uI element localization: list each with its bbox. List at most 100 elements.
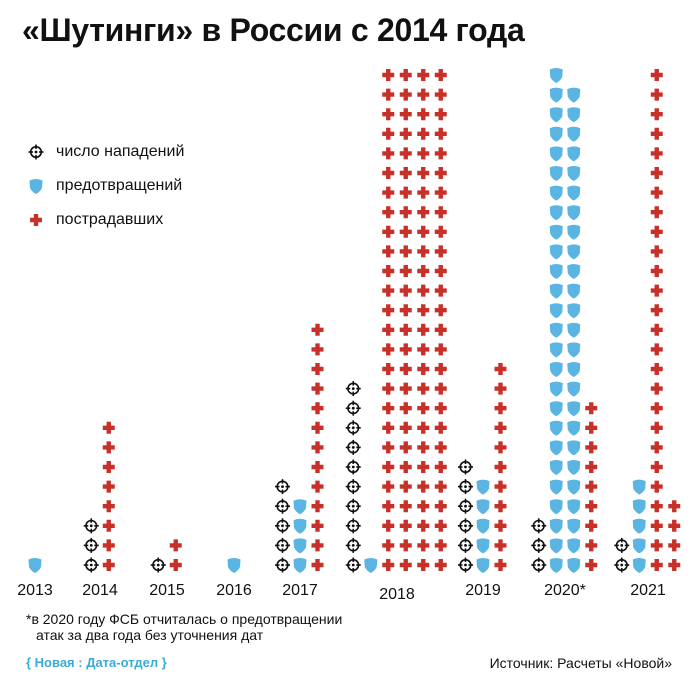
victims-mark-2014 <box>102 500 115 513</box>
prevented-mark-2021 <box>632 479 646 495</box>
victims-mark-2018 <box>382 147 395 160</box>
victims-mark-2019 <box>494 519 507 532</box>
prevented-mark-2021 <box>632 538 646 554</box>
victims-mark-2018 <box>382 127 395 140</box>
attacks-mark-2014 <box>83 518 99 534</box>
attacks-mark-2018 <box>345 479 361 495</box>
prevented-mark-2020* <box>567 342 581 358</box>
victims-mark-2021 <box>650 225 663 238</box>
victims-mark-2020* <box>585 421 598 434</box>
victims-mark-2021 <box>650 519 663 532</box>
victims-mark-2018 <box>434 88 447 101</box>
attacks-mark-2018 <box>345 518 361 534</box>
attacks-mark-2017 <box>275 518 290 534</box>
victims-mark-2018 <box>434 245 447 258</box>
victims-mark-2018 <box>399 206 412 219</box>
victims-mark-2021 <box>650 402 663 415</box>
victims-mark-2018 <box>399 539 412 552</box>
prevented-mark-2020* <box>567 264 581 279</box>
attacks-mark-2020* <box>531 537 547 553</box>
victims-mark-2021 <box>650 127 663 140</box>
victims-mark-2018 <box>417 88 430 101</box>
victims-mark-2020* <box>585 402 598 415</box>
victims-mark-2021 <box>650 421 663 434</box>
victims-mark-2018 <box>434 127 447 140</box>
victims-mark-2019 <box>494 382 507 395</box>
victims-mark-2021 <box>650 343 663 356</box>
attacks-mark-2014 <box>83 537 99 553</box>
prevented-mark-2020* <box>567 538 581 554</box>
prevented-mark-2020* <box>549 224 563 240</box>
prevented-mark-2020* <box>549 381 563 397</box>
victims-mark-2018 <box>417 127 430 140</box>
victims-mark-2020* <box>585 559 598 571</box>
prevented-mark-2020* <box>549 440 563 456</box>
victims-mark-2021 <box>668 519 681 532</box>
victims-mark-2021 <box>650 265 663 277</box>
prevented-mark-2020* <box>549 107 563 123</box>
victims-mark-2018 <box>434 363 447 375</box>
victims-mark-2020* <box>585 480 598 493</box>
victims-mark-2018 <box>399 147 412 160</box>
prevented-mark-2020* <box>549 558 563 573</box>
victims-mark-2017 <box>311 402 324 415</box>
prevented-mark-2020* <box>549 303 563 319</box>
victims-mark-2021 <box>650 147 663 160</box>
legend-item-prevented: предотвращений <box>28 169 184 203</box>
prevented-mark-2020* <box>549 283 563 299</box>
shield-icon <box>29 179 43 194</box>
prevented-mark-2021 <box>632 558 646 573</box>
victims-mark-2015 <box>169 539 182 552</box>
prevented-mark-2020* <box>567 479 581 495</box>
prevented-mark-2020* <box>567 322 581 338</box>
victims-mark-2018 <box>417 186 430 199</box>
victims-mark-2021 <box>650 304 663 317</box>
victims-mark-2018 <box>399 225 412 238</box>
victims-mark-2018 <box>399 186 412 199</box>
victims-mark-2018 <box>382 88 395 101</box>
victims-mark-2021 <box>668 539 681 552</box>
victims-mark-2018 <box>417 500 430 513</box>
prevented-mark-2020* <box>567 205 581 221</box>
victims-mark-2017 <box>311 480 324 493</box>
prevented-mark-2020* <box>549 166 563 181</box>
victims-mark-2019 <box>494 363 507 375</box>
victims-mark-2017 <box>311 519 324 532</box>
victims-mark-2018 <box>382 461 395 473</box>
victims-mark-2021 <box>650 167 663 179</box>
victims-mark-2018 <box>417 304 430 317</box>
legend-label-victims: пострадавших <box>56 211 164 228</box>
victims-mark-2019 <box>494 559 507 571</box>
legend: число нападений предотвращений пострадав… <box>28 135 184 237</box>
victims-mark-2018 <box>434 147 447 160</box>
victims-mark-2018 <box>382 323 395 336</box>
year-label-2017: 2017 <box>282 582 318 599</box>
victims-mark-2018 <box>399 265 412 277</box>
prevented-mark-2020* <box>567 381 581 397</box>
victims-mark-2018 <box>399 108 412 121</box>
attacks-mark-2018 <box>345 459 361 475</box>
victims-mark-2014 <box>102 421 115 434</box>
prevented-mark-2020* <box>549 87 563 103</box>
victims-mark-2018 <box>399 402 412 415</box>
victims-mark-2017 <box>311 343 324 356</box>
prevented-mark-2020* <box>549 499 563 515</box>
prevented-mark-2019 <box>476 538 490 554</box>
attacks-mark-2018 <box>345 439 361 455</box>
attacks-mark-2014 <box>83 557 99 573</box>
victims-mark-2018 <box>417 245 430 258</box>
prevented-mark-2020* <box>549 146 563 162</box>
victims-mark-2017 <box>311 539 324 552</box>
victims-mark-2014 <box>102 519 115 532</box>
victims-mark-2021 <box>650 500 663 513</box>
prevented-mark-2021 <box>632 499 646 515</box>
victims-mark-2018 <box>434 186 447 199</box>
victims-mark-2020* <box>585 519 598 532</box>
victims-mark-2018 <box>382 363 395 375</box>
prevented-mark-2020* <box>549 244 563 260</box>
victims-mark-2018 <box>417 69 430 81</box>
attacks-mark-2018 <box>345 400 361 416</box>
victims-mark-2017 <box>311 382 324 395</box>
victims-mark-2018 <box>417 421 430 434</box>
victims-mark-2014 <box>102 441 115 454</box>
